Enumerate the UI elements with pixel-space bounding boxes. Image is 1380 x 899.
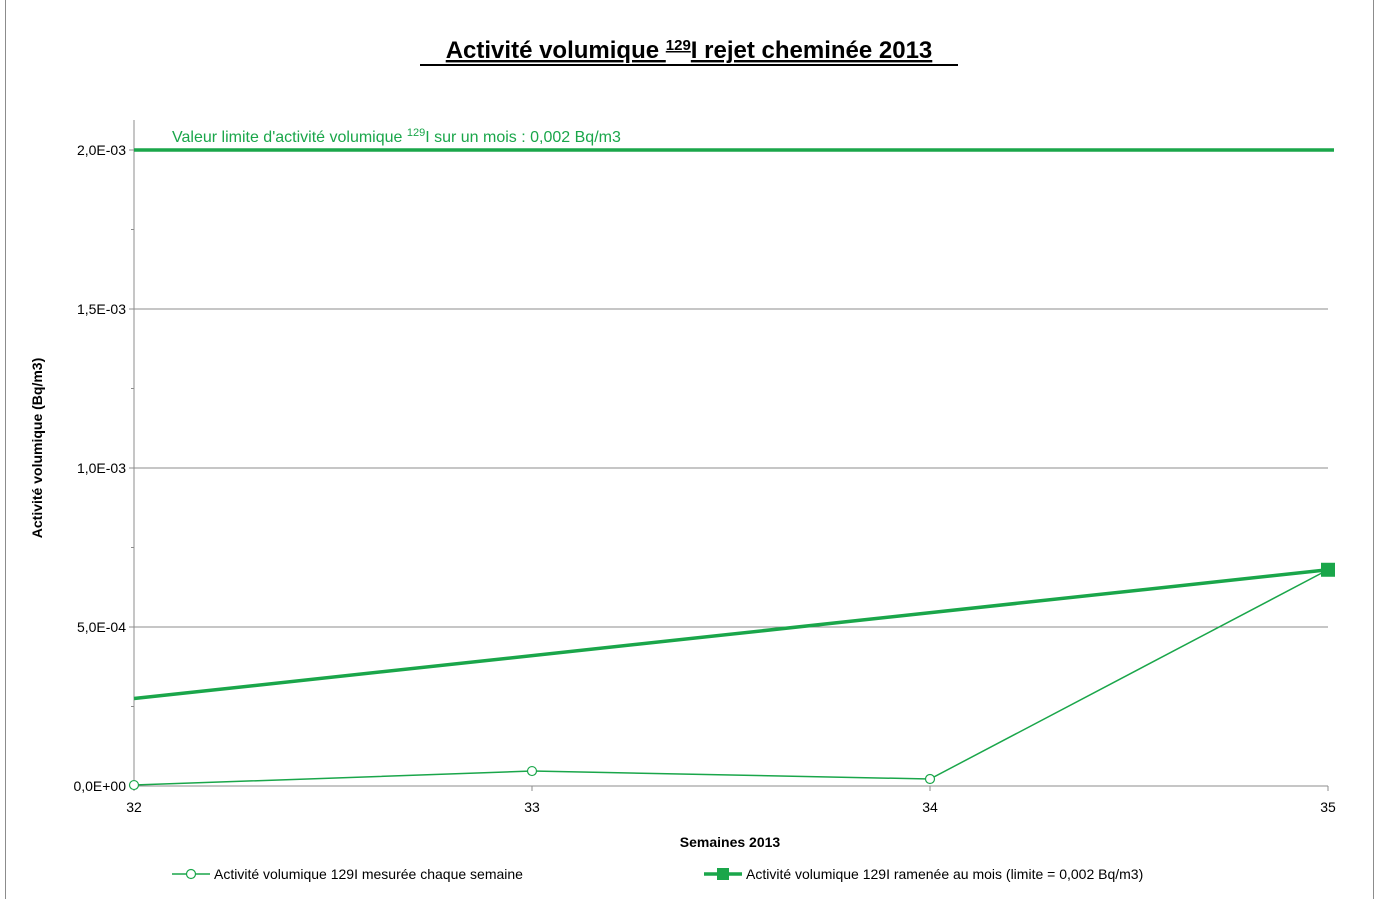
x-tick-label: 35 xyxy=(1320,799,1336,815)
x-tick-label: 34 xyxy=(922,799,938,815)
y-tick-label: 5,0E-04 xyxy=(77,619,126,635)
series-layer xyxy=(128,148,1335,791)
weekly-series-point xyxy=(128,779,140,791)
legend-monthly-marker xyxy=(717,868,729,880)
axes-layer: 0,0E+00 5,0E-04 1,0E-03 1,5E-03 2,0E-03 32 33 3… xyxy=(73,120,1336,815)
weekly-series-line xyxy=(133,569,1329,786)
chart-title-superscript: 129 xyxy=(666,37,691,54)
y-tick-label: 1,5E-03 xyxy=(77,301,126,317)
limit-annotation-rest: I sur un mois : 0,002 Bq/m3 xyxy=(425,129,621,146)
chart-title-main: Activité volumique xyxy=(446,37,666,64)
x-tick-label: 32 xyxy=(126,799,142,815)
legend-item-monthly: Activité volumique 129I ramenée au mois … xyxy=(704,866,1143,882)
weekly-series-point xyxy=(526,765,538,777)
y-tick-label: 2,0E-03 xyxy=(77,142,126,158)
limit-annotation-main: Valeur limite d'activité volumique xyxy=(172,129,407,146)
y-tick-label: 0,0E+00 xyxy=(73,778,126,794)
legend-item-weekly: Activité volumique 129I mesurée chaque s… xyxy=(172,866,523,882)
chart-frame xyxy=(5,0,1374,899)
weekly-series-point xyxy=(924,773,936,785)
monthly-series-line xyxy=(133,568,1329,701)
legend-weekly-label: Activité volumique 129I mesurée chaque s… xyxy=(214,866,523,882)
grid-layer xyxy=(134,149,1328,628)
legend: Activité volumique 129I mesurée chaque s… xyxy=(172,866,1143,882)
x-axis-title: Semaines 2013 xyxy=(680,834,781,850)
chart-title-rest: I rejet cheminée 2013 xyxy=(691,37,932,64)
y-axis-title: Activité volumique (Bq/m3) xyxy=(29,358,45,538)
chart-title: Activité volumique 129I rejet cheminée 2… xyxy=(446,37,933,65)
legend-weekly-marker xyxy=(185,868,197,880)
limit-annotation-superscript: 129 xyxy=(407,127,425,139)
limit-annotation: Valeur limite d'activité volumique 129I … xyxy=(172,127,621,146)
legend-monthly-label: Activité volumique 129I ramenée au mois … xyxy=(746,866,1143,882)
x-tick-label: 33 xyxy=(524,799,540,815)
y-tick-label: 1,0E-03 xyxy=(77,460,126,476)
